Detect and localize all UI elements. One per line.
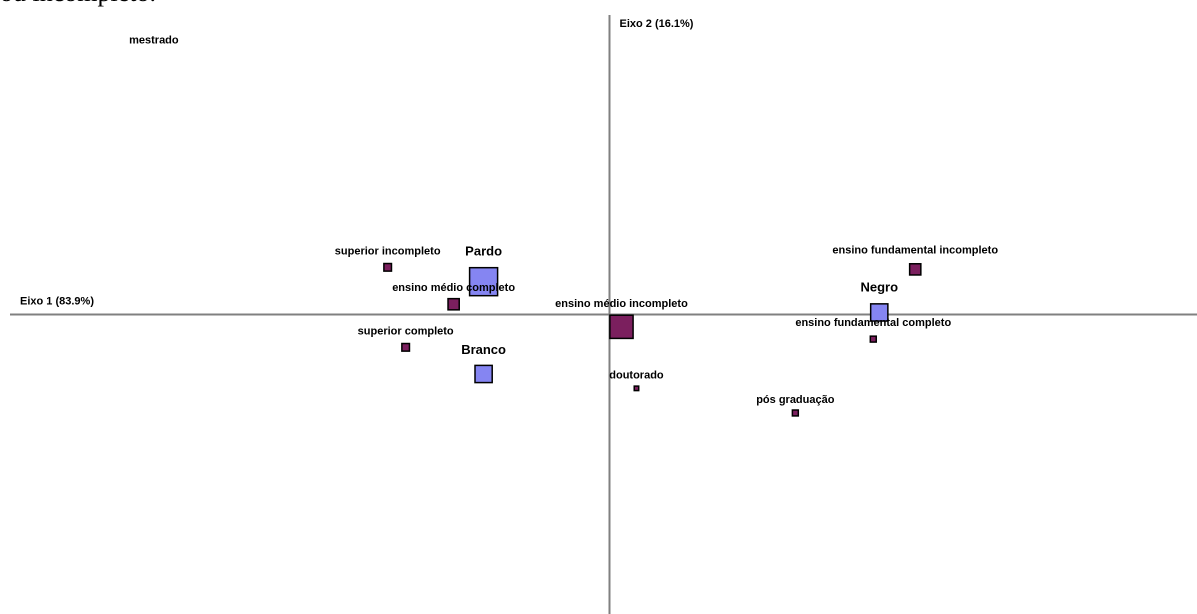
marker-pardo	[468, 266, 499, 297]
preceding-text-fragment: ou incompleto.	[0, 0, 156, 8]
point-marks	[383, 262, 922, 417]
label-pos-graduacao: pós graduação	[756, 394, 835, 406]
label-doutorado: doutorado	[609, 369, 664, 381]
label-ensino-medio-completo: ensino médio completo	[392, 282, 515, 294]
label-ensino-medio-incompleto: ensino médio incompleto	[555, 298, 688, 310]
marker-ensino-fundamental-incompleto	[908, 263, 922, 276]
marker-doutorado	[633, 385, 640, 392]
label-pardo: Pardo	[465, 244, 502, 259]
label-superior-incompleto: superior incompleto	[335, 245, 441, 257]
x-axis-title: Eixo 1 (83.9%)	[20, 296, 94, 308]
label-ensino-fundamental-completo: ensino fundamental completo	[795, 317, 951, 329]
marker-ensino-medio-incompleto	[609, 314, 634, 340]
marker-ensino-fundamental-completo	[869, 335, 877, 343]
marker-branco	[474, 364, 493, 384]
label-ensino-fundamental-incompleto: ensino fundamental incompleto	[832, 244, 998, 256]
marker-superior-completo	[401, 342, 411, 352]
label-superior-completo: superior completo	[358, 325, 454, 337]
label-negro: Negro	[860, 279, 898, 294]
label-mestrado: mestrado	[129, 35, 179, 47]
marker-negro	[869, 303, 889, 322]
marker-pos-graduacao	[791, 409, 800, 417]
marker-ensino-medio-completo	[447, 297, 460, 311]
y-axis-title: Eixo 2 (16.1%)	[619, 18, 693, 30]
marker-superior-incompleto	[383, 262, 393, 272]
point-labels: mestrado superior incompleto ensino médio …	[129, 35, 998, 406]
label-branco: Branco	[461, 342, 506, 357]
